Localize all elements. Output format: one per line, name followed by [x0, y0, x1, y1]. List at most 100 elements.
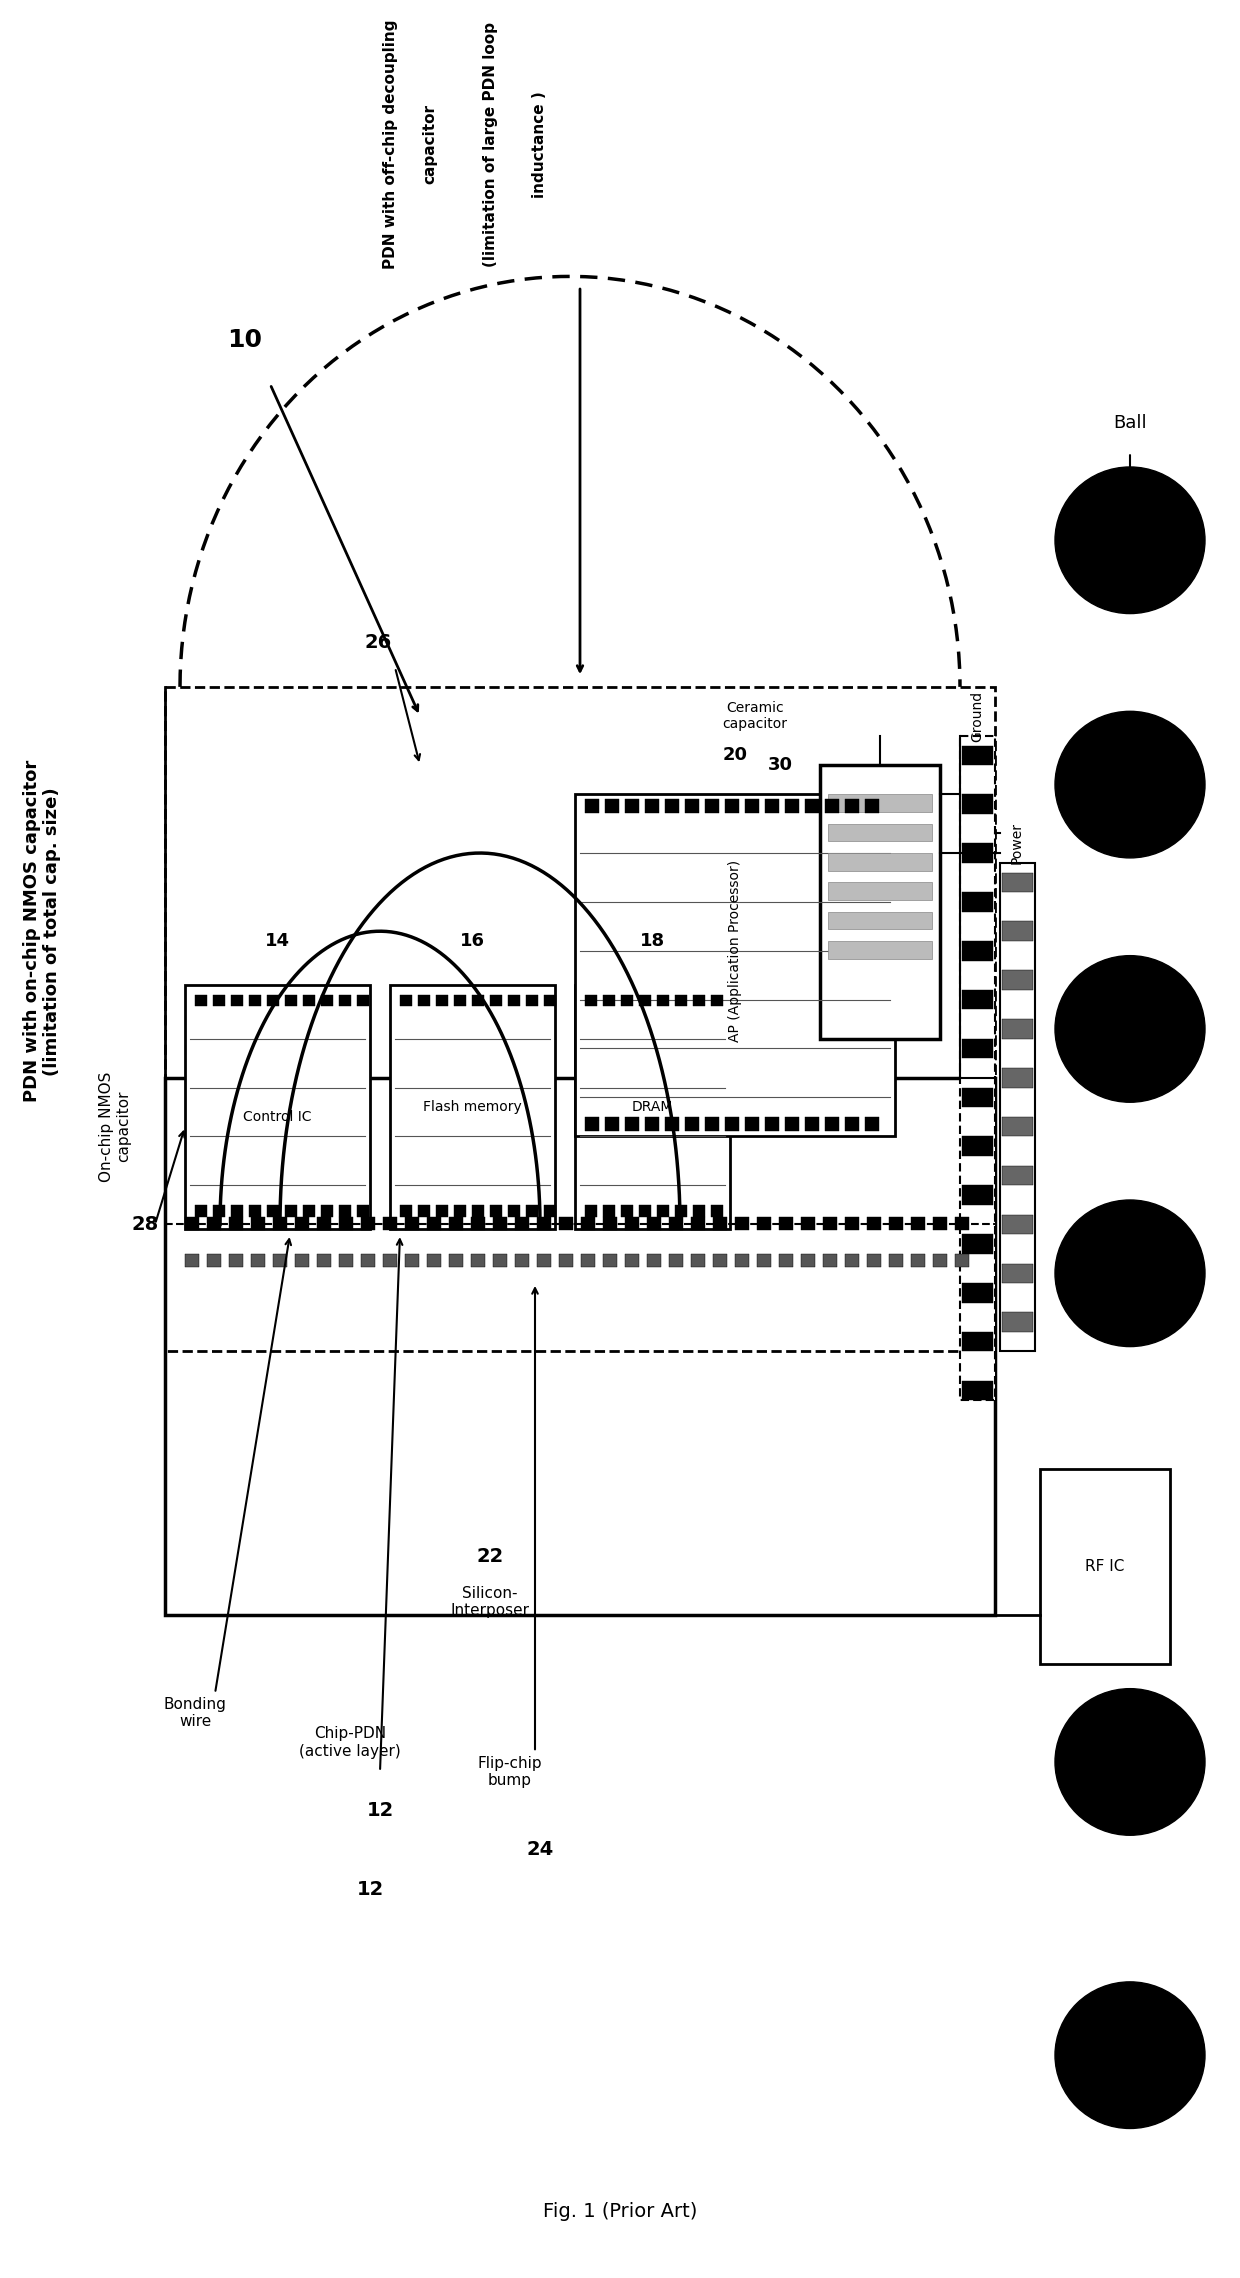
- Bar: [515, 1216, 529, 1230]
- Bar: [383, 1216, 397, 1230]
- Bar: [339, 995, 351, 1007]
- Text: Silicon-
Interposer: Silicon- Interposer: [450, 1585, 529, 1617]
- Bar: [582, 1216, 595, 1230]
- Bar: [490, 1205, 502, 1216]
- Bar: [621, 995, 632, 1007]
- Bar: [675, 1205, 687, 1216]
- Bar: [785, 1116, 799, 1130]
- Bar: [273, 1253, 286, 1267]
- Bar: [828, 941, 932, 959]
- Bar: [684, 1116, 699, 1130]
- Bar: [670, 1253, 683, 1267]
- Bar: [229, 1253, 243, 1267]
- Bar: [693, 995, 706, 1007]
- Bar: [962, 1235, 993, 1253]
- Bar: [713, 1216, 727, 1230]
- Bar: [647, 1216, 661, 1230]
- Bar: [321, 1205, 334, 1216]
- Bar: [250, 1253, 265, 1267]
- Bar: [706, 800, 719, 813]
- Bar: [962, 1333, 993, 1351]
- Bar: [625, 1116, 639, 1130]
- Bar: [317, 1216, 331, 1230]
- Bar: [745, 800, 759, 813]
- Text: Control IC: Control IC: [243, 1109, 311, 1123]
- Bar: [585, 800, 599, 813]
- Bar: [357, 1205, 370, 1216]
- Bar: [867, 1216, 880, 1230]
- Bar: [932, 1216, 947, 1230]
- Bar: [711, 1205, 723, 1216]
- Bar: [303, 995, 315, 1007]
- Bar: [339, 1205, 351, 1216]
- Bar: [691, 1253, 706, 1267]
- Bar: [625, 800, 639, 813]
- Text: 24: 24: [526, 1841, 553, 1859]
- Text: 20: 20: [723, 747, 748, 765]
- Bar: [657, 1205, 670, 1216]
- Bar: [693, 1205, 706, 1216]
- Bar: [494, 1216, 507, 1230]
- Bar: [526, 995, 538, 1007]
- Bar: [820, 765, 940, 1039]
- Bar: [165, 688, 994, 1351]
- Bar: [805, 1116, 818, 1130]
- Bar: [725, 800, 739, 813]
- Bar: [625, 1216, 639, 1230]
- Bar: [828, 795, 932, 811]
- Circle shape: [1055, 711, 1205, 859]
- Bar: [436, 995, 448, 1007]
- Bar: [361, 1253, 374, 1267]
- Circle shape: [1055, 1201, 1205, 1346]
- Bar: [828, 911, 932, 929]
- Bar: [962, 893, 993, 911]
- Text: Fig. 1 (Prior Art): Fig. 1 (Prior Art): [543, 2203, 697, 2221]
- Bar: [339, 1253, 353, 1267]
- Text: 10: 10: [227, 328, 263, 351]
- Bar: [449, 1216, 463, 1230]
- Bar: [911, 1253, 925, 1267]
- Bar: [575, 795, 895, 1137]
- Bar: [401, 1205, 412, 1216]
- Bar: [185, 984, 370, 1230]
- Bar: [207, 1216, 221, 1230]
- Bar: [231, 995, 243, 1007]
- Text: 12: 12: [366, 1802, 393, 1820]
- Bar: [684, 800, 699, 813]
- Text: (limitation of large PDN loop: (limitation of large PDN loop: [482, 23, 497, 267]
- Bar: [801, 1216, 815, 1230]
- Bar: [1002, 1116, 1033, 1137]
- Bar: [603, 1216, 618, 1230]
- Text: 22: 22: [476, 1547, 503, 1567]
- Bar: [823, 1253, 837, 1267]
- Bar: [665, 1116, 680, 1130]
- Bar: [490, 995, 502, 1007]
- Bar: [639, 995, 651, 1007]
- Text: Ball: Ball: [1114, 415, 1147, 433]
- Bar: [639, 1205, 651, 1216]
- Text: On-chip NMOS
capacitor: On-chip NMOS capacitor: [99, 1071, 131, 1182]
- Bar: [1002, 1214, 1033, 1235]
- Bar: [765, 800, 779, 813]
- Text: Chip-PDN
(active layer): Chip-PDN (active layer): [299, 1727, 401, 1759]
- Text: Power: Power: [1011, 822, 1024, 863]
- Bar: [585, 1205, 596, 1216]
- Circle shape: [1055, 467, 1205, 613]
- Bar: [454, 1205, 466, 1216]
- Bar: [537, 1216, 551, 1230]
- Bar: [427, 1216, 441, 1230]
- Bar: [962, 1039, 993, 1059]
- Bar: [962, 1137, 993, 1155]
- Bar: [828, 825, 932, 841]
- Bar: [321, 995, 334, 1007]
- Text: Bonding
wire: Bonding wire: [164, 1697, 227, 1729]
- Bar: [603, 1253, 618, 1267]
- Text: 26: 26: [365, 633, 392, 652]
- Text: PDN with on-chip NMOS capacitor
(limitation of total cap. size): PDN with on-chip NMOS capacitor (limitat…: [22, 761, 62, 1103]
- Bar: [185, 1216, 198, 1230]
- Bar: [418, 1205, 430, 1216]
- Bar: [911, 1216, 925, 1230]
- Text: 18: 18: [640, 932, 665, 950]
- Text: DRAM: DRAM: [631, 1100, 672, 1114]
- Bar: [779, 1253, 794, 1267]
